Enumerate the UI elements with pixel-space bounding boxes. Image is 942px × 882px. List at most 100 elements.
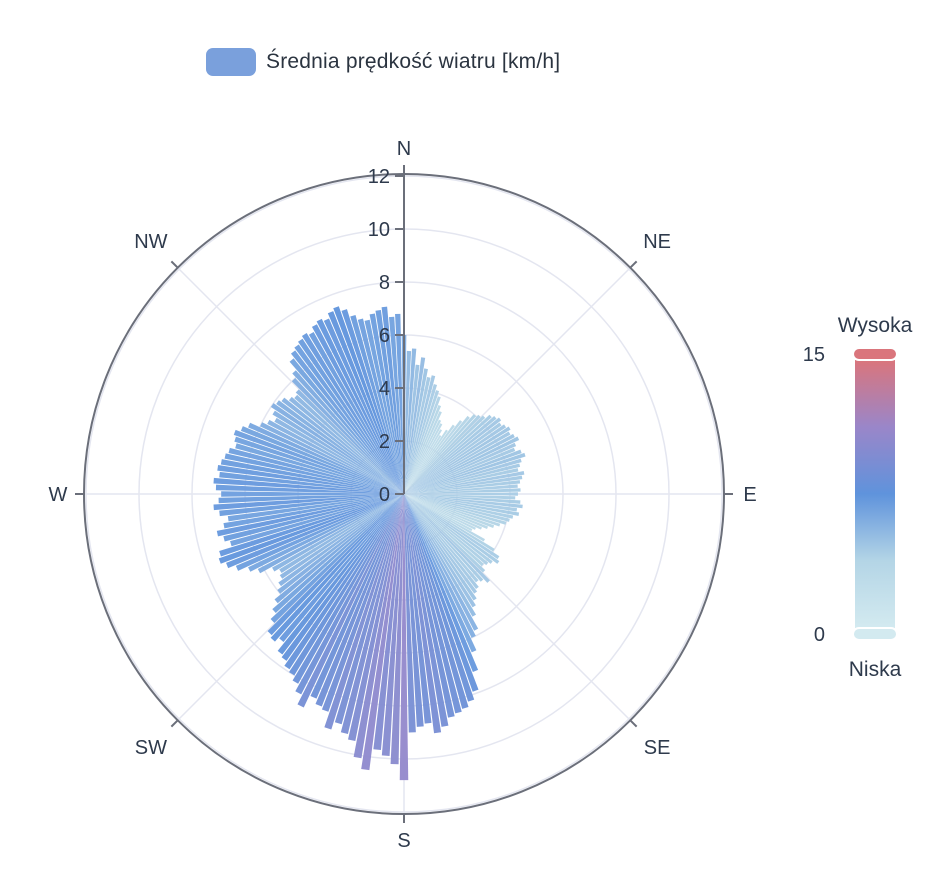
wind-bar-fill	[404, 375, 436, 494]
wind-bar-fill	[220, 459, 404, 494]
wind-bar	[404, 494, 510, 522]
wind-bar-fill	[404, 494, 455, 718]
wind-bar-fill	[294, 344, 404, 494]
wind-bar-fill	[281, 397, 404, 494]
radial-axis: 0 2 4 6 8 10 12	[368, 166, 405, 506]
wind-bar	[399, 494, 409, 781]
wind-bar	[248, 422, 404, 494]
wind-bar	[404, 494, 520, 516]
wind-bar-fill	[404, 463, 521, 494]
wind-bar-fill	[404, 494, 489, 529]
wind-bar	[404, 494, 495, 528]
wind-bar	[404, 429, 448, 494]
wind-bar	[404, 494, 476, 608]
wind-bar	[277, 494, 404, 594]
wind-bar-fill	[404, 415, 470, 494]
wind-bar-fill	[404, 494, 432, 724]
wind-bar-fill	[315, 494, 404, 707]
wind-bar-fill	[404, 494, 495, 528]
wind-bar-fill	[404, 447, 516, 494]
radial-tick-label: 12	[368, 166, 390, 188]
wind-bar	[404, 414, 492, 494]
wind-bar	[404, 480, 521, 494]
wind-bar	[274, 494, 404, 604]
wind-bar	[281, 397, 404, 494]
wind-bar-fill	[294, 394, 404, 494]
wind-bar-fill	[404, 449, 522, 494]
wind-bar	[289, 358, 404, 494]
wind-bar-fill	[404, 416, 497, 494]
wind-bar-fill	[223, 494, 404, 529]
wind-bar-fill	[291, 378, 404, 494]
wind-bar-fill	[235, 443, 404, 494]
wind-bar-fill	[289, 358, 404, 494]
wind-bar	[404, 494, 484, 582]
wind-bar-fill	[404, 350, 412, 494]
wind-bar-fill	[288, 396, 404, 494]
wind-bar	[404, 433, 515, 494]
wind-bar-fill	[404, 422, 502, 494]
wind-bar-fill	[404, 494, 477, 653]
wind-bar-fill	[381, 306, 404, 494]
wind-bar	[404, 424, 455, 494]
wind-bar-fill	[404, 435, 442, 494]
compass-tick	[170, 719, 179, 728]
wind-bar-fill	[270, 494, 404, 642]
wind-bar-fill	[267, 494, 404, 636]
wind-bar	[257, 494, 404, 574]
wind-bar	[404, 396, 441, 494]
wind-bar-fill	[369, 313, 404, 494]
wind-bar	[404, 442, 517, 494]
wind-bar-fill	[404, 405, 442, 494]
wind-bar	[274, 417, 404, 494]
wind-bar	[277, 494, 404, 655]
compass-tick	[629, 719, 638, 728]
wind-bar-fill	[297, 494, 404, 708]
grid-spoke	[177, 493, 405, 721]
wind-bar	[267, 494, 404, 636]
wind-bar-fill	[218, 494, 404, 564]
wind-bar	[404, 494, 489, 566]
wind-bar-fill	[308, 331, 404, 494]
wind-bar	[348, 494, 404, 741]
wind-bar	[311, 324, 404, 494]
wind-bar	[404, 414, 477, 494]
wind-bar	[217, 465, 404, 494]
wind-bar	[404, 494, 514, 519]
wind-bar-fill	[327, 311, 404, 494]
wind-bar-fill	[324, 494, 404, 730]
wind-bar	[281, 494, 404, 661]
wind-bar	[404, 426, 511, 494]
wind-bar-fill	[248, 494, 404, 572]
wind-bar	[404, 463, 521, 494]
wind-bar-fill	[226, 494, 404, 569]
wind-bar-fill	[404, 452, 526, 494]
wind-bar	[404, 484, 518, 494]
wind-bar	[404, 494, 490, 583]
wind-bar	[404, 348, 417, 494]
wind-bar-fill	[404, 494, 479, 692]
wind-bar	[404, 417, 502, 494]
wind-bar	[404, 357, 426, 494]
compass-label-e: E	[743, 484, 756, 506]
wind-bar	[341, 309, 404, 494]
wind-bar-fill	[404, 475, 523, 494]
wind-bar-fill	[218, 494, 404, 504]
wind-bar-fill	[311, 324, 404, 494]
wind-bar	[404, 494, 485, 542]
wind-bar	[334, 494, 404, 725]
legend[interactable]: Średnia prędkość wiatru [km/h]	[206, 46, 560, 78]
wind-bar-fill	[404, 494, 449, 727]
wind-bar-fill	[340, 494, 404, 734]
wind-bar-fill	[230, 494, 404, 547]
wind-bar	[279, 494, 404, 574]
wind-bar	[278, 494, 404, 587]
wind-bar	[404, 494, 500, 564]
colorbar-gradient	[855, 360, 895, 628]
wind-bar	[404, 494, 455, 718]
wind-bar	[404, 375, 436, 494]
wind-bar	[308, 331, 404, 494]
wind-bar-fill	[404, 494, 484, 567]
wind-bar-fill	[404, 494, 462, 714]
grid-spoke	[403, 493, 631, 721]
